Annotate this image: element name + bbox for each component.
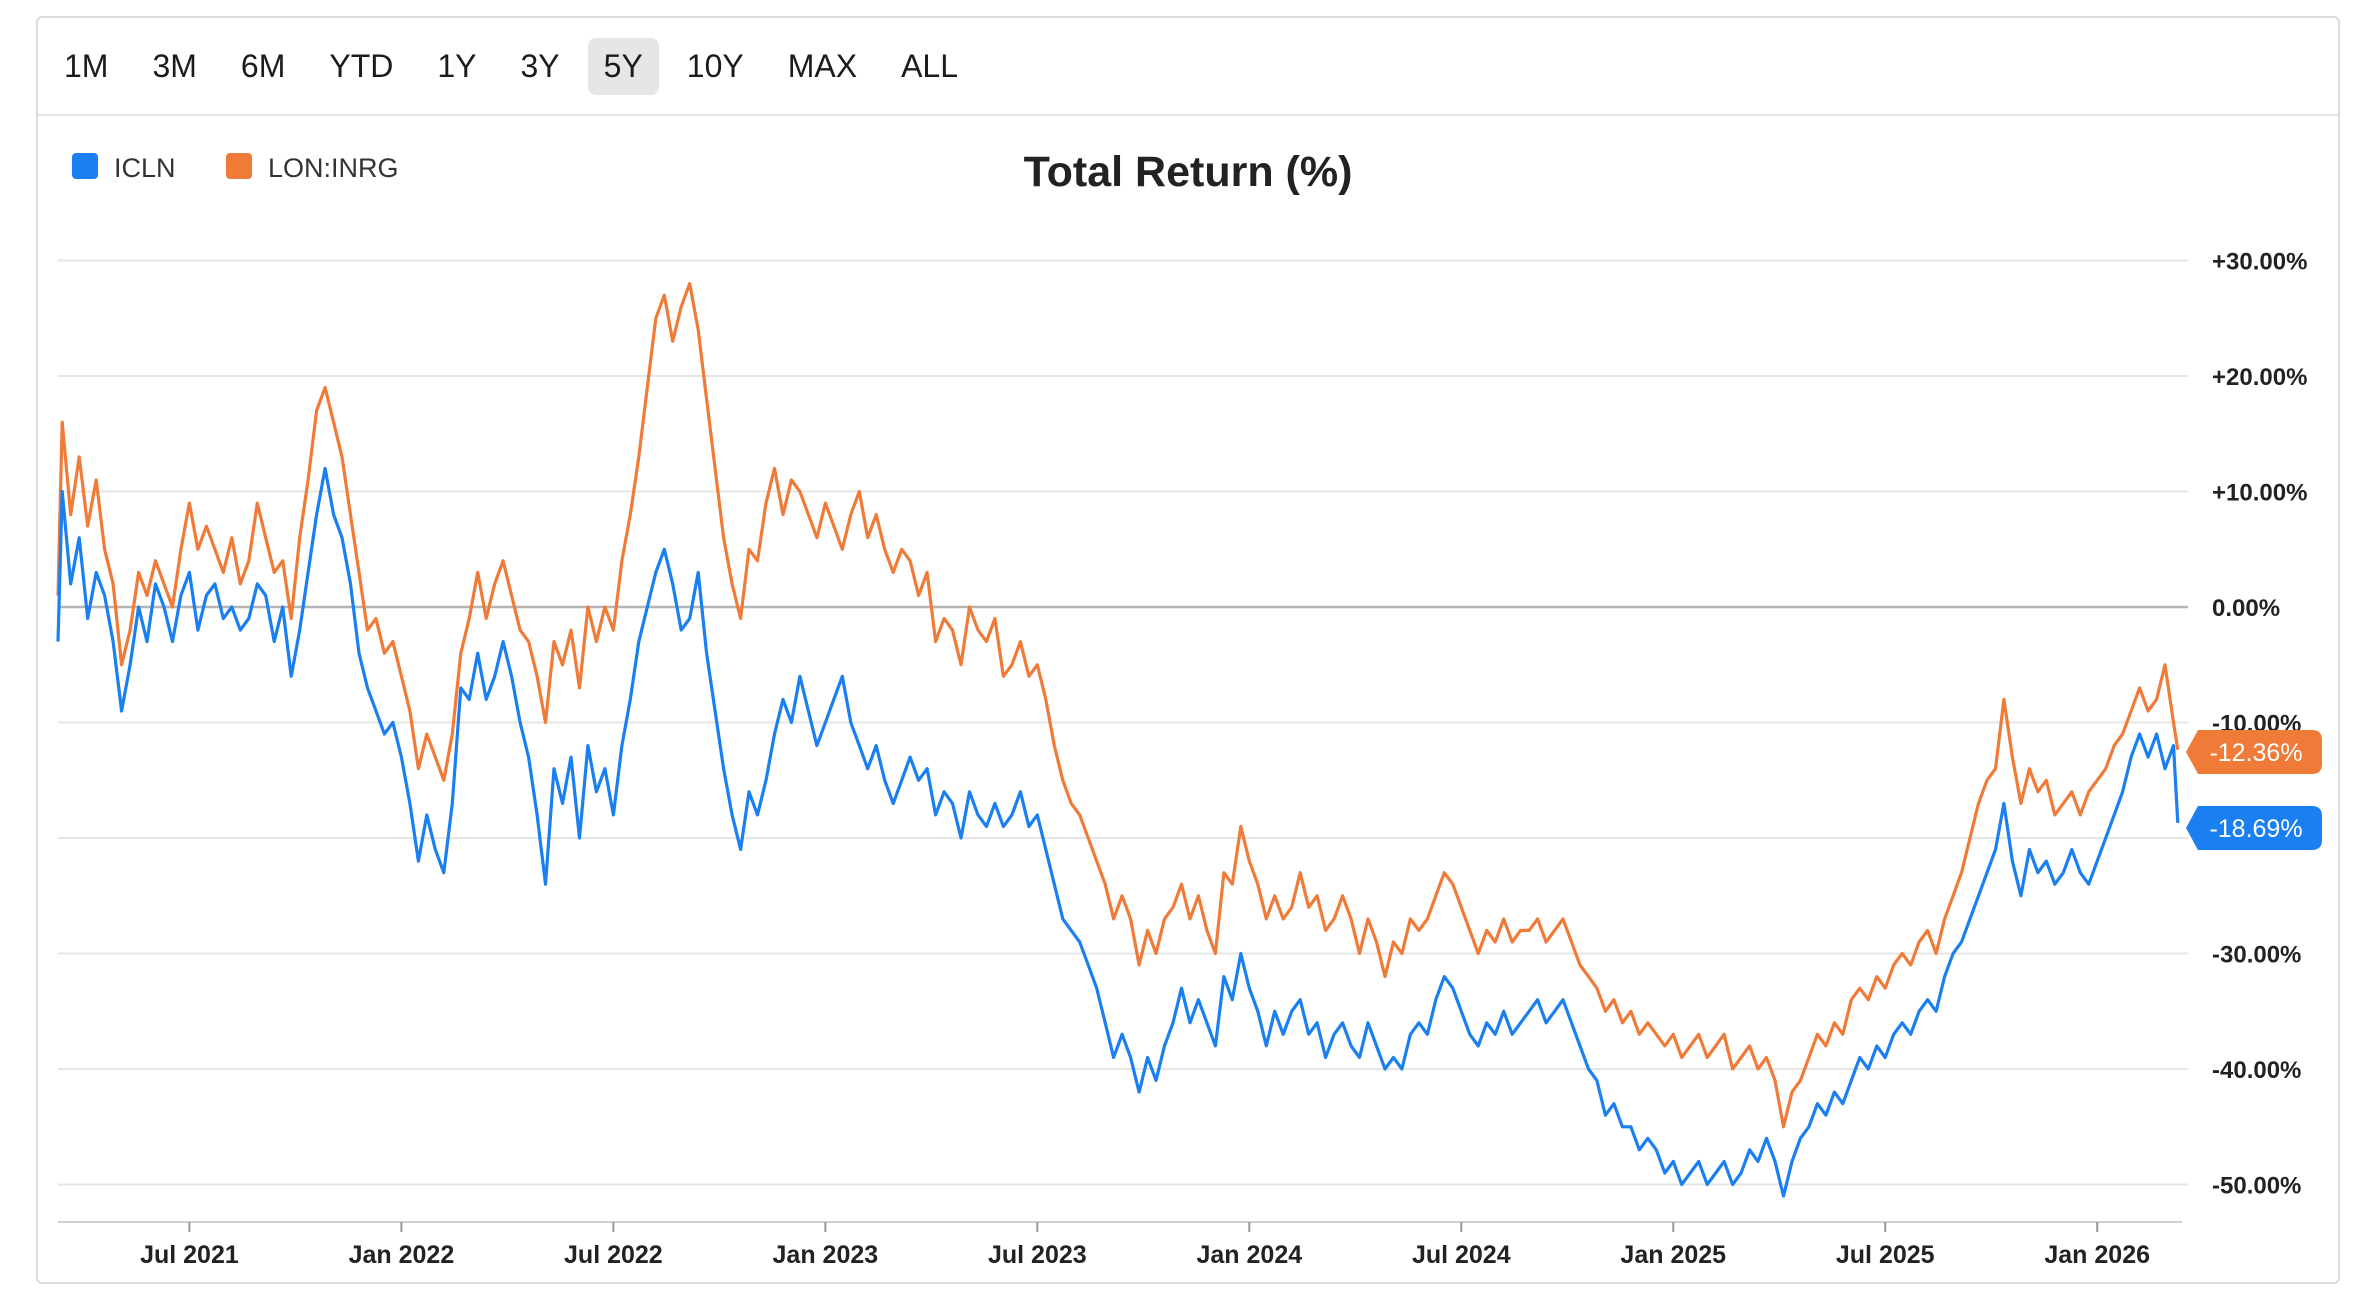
y-tick-label: +20.00% (2212, 364, 2307, 391)
range-button-6m[interactable]: 6M (240, 47, 286, 84)
last-value-badges: -12.36% -18.69% (2186, 730, 2322, 850)
range-button-1y[interactable]: 1Y (437, 47, 477, 84)
x-tick-label: Jan 2024 (1196, 1241, 1302, 1269)
x-tick-label: Jul 2023 (988, 1241, 1087, 1269)
y-tick-label: 0.00% (2212, 595, 2280, 622)
range-button-all[interactable]: ALL (901, 47, 958, 84)
y-tick-label: -40.00% (2212, 1057, 2301, 1084)
last-value-badge-icln (2186, 806, 2322, 850)
chart-title: Total Return (%) (1024, 148, 1353, 196)
x-tick-label: Jul 2022 (564, 1241, 663, 1269)
x-tick-label: Jan 2023 (773, 1241, 879, 1269)
range-button-3m[interactable]: 3M (152, 47, 197, 84)
y-tick-label: -30.00% (2212, 942, 2301, 969)
series-line-inrg[interactable] (56, 282, 2180, 1129)
range-button-5y[interactable]: 5Y (587, 37, 659, 95)
last-value-label-icln: -18.69% (2209, 815, 2302, 843)
x-tick-label: Jul 2025 (1836, 1241, 1935, 1269)
series-line-icln[interactable] (56, 466, 2180, 1198)
gridlines (58, 259, 2188, 1186)
range-button-3y[interactable]: 3Y (520, 47, 560, 84)
legend-swatch-inrg[interactable] (226, 153, 252, 179)
chart-card: 1M 3M 6M YTD 1Y 3Y 5Y 10Y MAX ALL (36, 16, 2340, 1284)
legend-label-icln[interactable]: ICLN (114, 153, 176, 183)
legend-label-inrg[interactable]: LON:INRG (268, 153, 399, 183)
range-button-max[interactable]: MAX (787, 47, 858, 84)
range-button-10y[interactable]: 10Y (686, 47, 744, 84)
y-axis: +30.00%+20.00%+10.00%0.00%-10.00%-30.00%… (2212, 249, 2307, 1200)
legend-swatch-icln[interactable] (72, 153, 98, 179)
x-tick-label: Jan 2026 (2044, 1241, 2150, 1269)
y-tick-label: +10.00% (2212, 480, 2307, 507)
legend: ICLN LON:INRG (72, 153, 399, 183)
x-tick-label: Jan 2022 (349, 1241, 455, 1269)
x-tick-label: Jul 2024 (1412, 1241, 1511, 1269)
y-tick-label: -50.00% (2212, 1173, 2301, 1200)
series-lines (56, 282, 2180, 1198)
range-selector: 1M 3M 6M YTD 1Y 3Y 5Y 10Y MAX ALL (38, 18, 2338, 116)
range-button-ytd[interactable]: YTD (329, 47, 394, 84)
x-tick-label: Jul 2021 (140, 1241, 239, 1269)
last-value-label-inrg: -12.36% (2209, 739, 2302, 767)
x-tick-label: Jan 2025 (1620, 1241, 1726, 1269)
x-axis: Jul 2021 Jan 2022 Jul 2022 Jan 2023 Jul 2023… (58, 1221, 2182, 1269)
range-button-1m[interactable]: 1M (64, 47, 109, 84)
last-value-badge-inrg (2186, 730, 2322, 774)
y-tick-label: +30.00% (2212, 249, 2307, 276)
